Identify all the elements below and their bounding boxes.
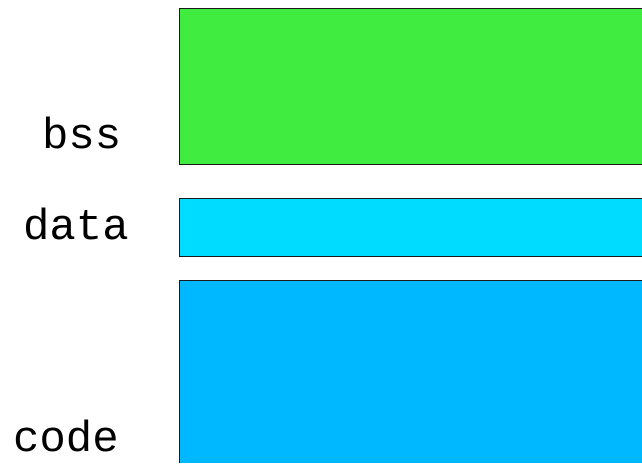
bss-segment-block [179, 8, 642, 165]
code-segment-block [179, 280, 642, 463]
data-segment-label: data [23, 203, 129, 253]
code-segment-label: code [13, 415, 119, 465]
data-segment-block [179, 198, 642, 257]
bss-segment-label: bss [42, 112, 122, 162]
